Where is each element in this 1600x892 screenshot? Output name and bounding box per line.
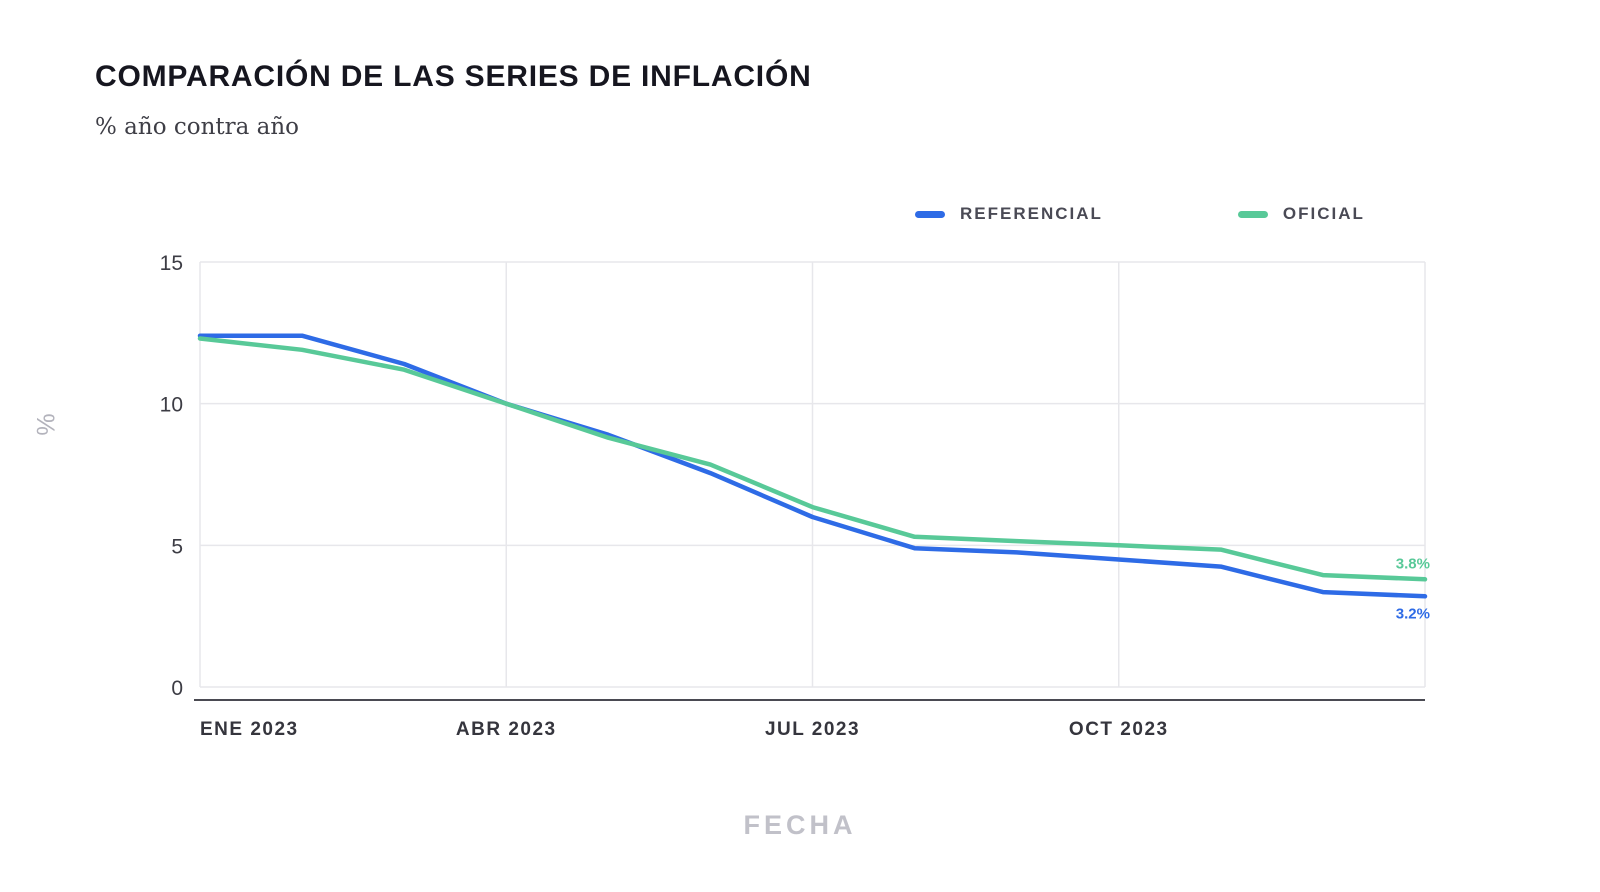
series-line-oficial — [197, 336, 1428, 582]
y-tick-label: 5 — [171, 535, 183, 558]
x-tick-label: JUL 2023 — [765, 719, 860, 740]
legend: REFERENCIAL OFICIAL — [915, 204, 1365, 224]
chart-subtitle: % año contra año — [95, 114, 300, 140]
legend-swatch-referencial — [915, 210, 945, 218]
x-tick-label: ENE 2023 — [200, 719, 299, 740]
legend-item-referencial[interactable]: REFERENCIAL — [915, 204, 1103, 224]
y-tick-label: 15 — [160, 252, 183, 275]
end-label-oficial: 3.8% — [1396, 555, 1430, 572]
legend-label-referencial: REFERENCIAL — [960, 204, 1103, 223]
x-tick-label: ABR 2023 — [456, 719, 557, 740]
x-axis-title: FECHA — [743, 810, 857, 840]
legend-label-oficial: OFICIAL — [1282, 204, 1365, 223]
y-axis-title: % — [32, 413, 61, 436]
y-tick-label: 10 — [160, 394, 183, 417]
chart-title: COMPARACIÓN DE LAS SERIES DE INFLACIÓN — [95, 60, 812, 93]
series-line-referencial — [197, 333, 1428, 599]
y-tick-label: 0 — [171, 677, 183, 700]
legend-swatch-oficial — [1237, 210, 1268, 218]
x-tick-label: OCT 2023 — [1069, 719, 1169, 740]
end-label-referencial: 3.2% — [1396, 605, 1430, 622]
legend-item-oficial[interactable]: OFICIAL — [1237, 204, 1365, 224]
